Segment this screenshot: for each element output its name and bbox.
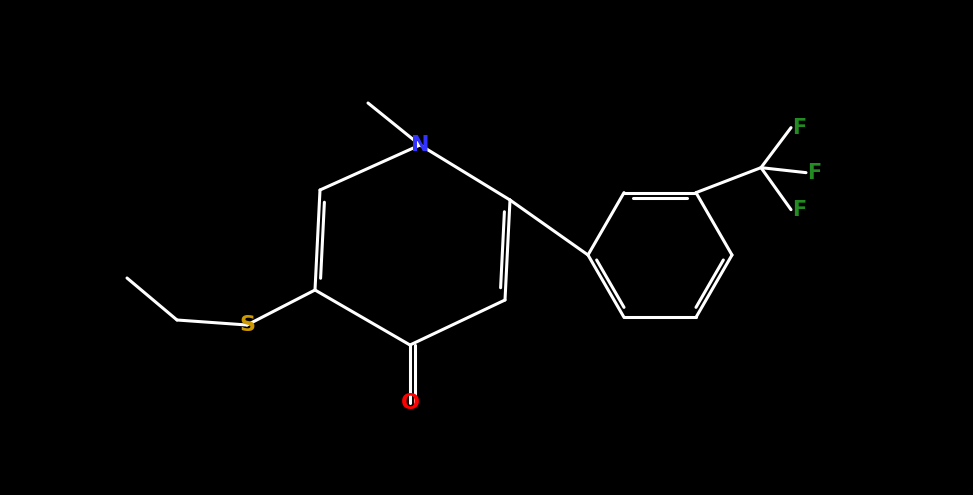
Text: F: F [792,199,806,220]
Text: S: S [239,315,255,335]
Text: F: F [792,118,806,138]
Text: O: O [401,393,419,413]
Text: N: N [411,135,429,155]
Text: F: F [807,163,821,183]
